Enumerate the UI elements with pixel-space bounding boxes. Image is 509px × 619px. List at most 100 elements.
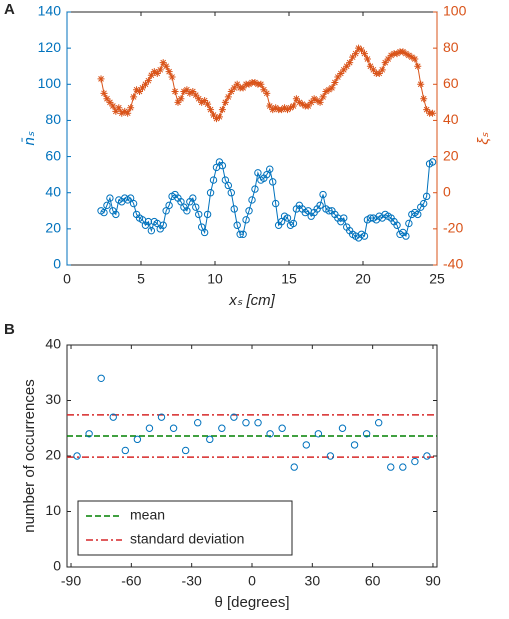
asterisk-marker bbox=[150, 68, 158, 76]
x-tick-label: 90 bbox=[425, 573, 441, 589]
asterisk-marker bbox=[174, 98, 182, 106]
circle-marker bbox=[350, 441, 359, 449]
asterisk-marker bbox=[260, 86, 268, 94]
y-tick-label: 120 bbox=[38, 39, 62, 55]
asterisk-marker bbox=[358, 46, 366, 54]
asterisk-marker bbox=[136, 88, 144, 96]
asterisk-marker bbox=[334, 73, 342, 81]
y2-tick-label: -40 bbox=[443, 256, 463, 272]
circle-marker bbox=[181, 446, 190, 455]
asterisk-marker bbox=[399, 48, 407, 56]
circle-marker bbox=[209, 176, 218, 184]
asterisk-marker bbox=[212, 115, 220, 123]
asterisk-marker bbox=[210, 111, 218, 119]
asterisk-marker bbox=[316, 98, 324, 106]
asterisk-marker bbox=[218, 106, 226, 114]
circle-marker bbox=[126, 194, 135, 202]
x-tick-label: -60 bbox=[121, 573, 141, 589]
asterisk-marker bbox=[153, 69, 161, 77]
y2-axis-label: ξₛ bbox=[475, 132, 492, 145]
x-tick-label: 20 bbox=[355, 271, 371, 287]
asterisk-marker bbox=[292, 95, 300, 103]
circle-marker bbox=[230, 413, 238, 421]
circle-marker bbox=[269, 178, 277, 186]
y-tick-label: 20 bbox=[45, 220, 61, 236]
circle-marker bbox=[263, 170, 271, 179]
asterisk-marker bbox=[402, 50, 410, 58]
x-axis-label: θ [degrees] bbox=[214, 594, 289, 611]
y2-tick-label: 100 bbox=[443, 3, 467, 19]
asterisk-marker bbox=[195, 95, 203, 103]
circle-marker bbox=[325, 207, 333, 215]
asterisk-marker bbox=[171, 88, 179, 96]
circle-marker bbox=[405, 219, 413, 228]
asterisk-marker bbox=[340, 66, 348, 74]
circle-marker bbox=[103, 201, 111, 210]
asterisk-marker bbox=[310, 95, 318, 103]
circle-marker bbox=[340, 214, 348, 222]
data-line bbox=[100, 161, 433, 239]
asterisk-marker bbox=[215, 113, 223, 121]
asterisk-marker bbox=[429, 109, 437, 117]
circle-marker bbox=[85, 430, 93, 438]
y2-tick-label: 40 bbox=[443, 111, 459, 127]
asterisk-marker bbox=[366, 62, 374, 70]
circle-marker bbox=[242, 419, 250, 427]
circle-marker bbox=[242, 216, 250, 224]
asterisk-marker bbox=[369, 66, 377, 74]
y2-tick-label: 20 bbox=[443, 147, 459, 163]
circle-marker bbox=[165, 201, 173, 210]
x-tick-label: 0 bbox=[248, 573, 256, 589]
asterisk-marker bbox=[165, 68, 173, 76]
y-tick-label: 30 bbox=[45, 391, 61, 407]
circle-marker bbox=[245, 207, 253, 215]
circle-marker bbox=[362, 430, 371, 438]
asterisk-marker bbox=[313, 97, 321, 105]
y2-tick-label: -20 bbox=[443, 220, 463, 236]
y-tick-label: 0 bbox=[53, 558, 61, 574]
asterisk-marker bbox=[106, 98, 114, 106]
asterisk-marker bbox=[204, 100, 212, 108]
circle-marker bbox=[106, 194, 114, 202]
asterisk-marker bbox=[272, 104, 280, 112]
circle-marker bbox=[236, 230, 244, 238]
y-tick-label: 10 bbox=[45, 502, 61, 518]
circle-marker bbox=[218, 424, 226, 432]
circle-marker bbox=[414, 210, 422, 219]
x-tick-label: 5 bbox=[137, 271, 145, 287]
panel-label: A bbox=[4, 1, 15, 18]
circle-marker bbox=[393, 221, 401, 229]
circle-marker bbox=[206, 189, 215, 197]
circle-marker bbox=[224, 181, 233, 190]
circle-marker bbox=[109, 413, 117, 421]
circle-marker bbox=[239, 230, 247, 238]
circle-marker bbox=[374, 419, 383, 427]
circle-marker bbox=[189, 194, 197, 202]
circle-marker bbox=[290, 463, 298, 471]
circle-marker bbox=[121, 446, 130, 455]
circle-marker bbox=[192, 203, 200, 211]
asterisk-marker bbox=[284, 106, 292, 114]
asterisk-marker bbox=[109, 102, 117, 110]
y-tick-label: 140 bbox=[38, 3, 62, 19]
asterisk-marker bbox=[112, 107, 120, 115]
circle-marker bbox=[271, 199, 280, 208]
asterisk-marker bbox=[233, 80, 241, 88]
circle-marker bbox=[233, 221, 241, 229]
asterisk-marker bbox=[346, 59, 354, 67]
circle-marker bbox=[129, 199, 138, 208]
x-tick-label: 0 bbox=[63, 271, 71, 287]
data-line bbox=[100, 47, 433, 120]
circle-marker bbox=[419, 199, 428, 208]
circle-marker bbox=[169, 424, 178, 432]
asterisk-marker bbox=[266, 102, 274, 110]
circle-marker bbox=[112, 210, 120, 219]
asterisk-marker bbox=[121, 107, 129, 115]
x-tick-label: 10 bbox=[207, 271, 223, 287]
circle-marker bbox=[428, 158, 437, 166]
y-tick-label: 100 bbox=[38, 75, 62, 91]
asterisk-marker bbox=[405, 51, 413, 59]
asterisk-marker bbox=[289, 102, 297, 110]
asterisk-marker bbox=[269, 106, 277, 114]
circle-marker bbox=[145, 424, 154, 432]
